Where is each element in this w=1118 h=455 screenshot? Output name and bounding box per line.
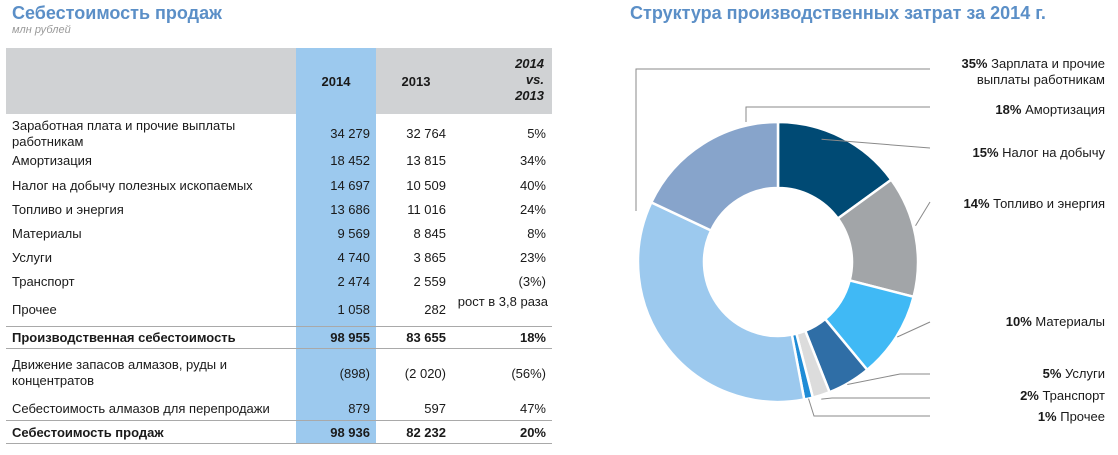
row-value-2013: 10 509 [406, 178, 446, 193]
slice-percent: 18% [995, 102, 1025, 117]
header-change-line3: 2013 [515, 88, 544, 103]
slice-label-7: 2% Транспорт [1020, 388, 1105, 403]
row-change: 20% [519, 425, 546, 440]
row-label: Движение запасов алмазов, руды и концент… [12, 357, 228, 388]
row-value-2014: 1 058 [337, 302, 370, 317]
row-value-2013: 11 016 [407, 202, 446, 217]
row-change: 34% [519, 153, 546, 168]
row-label: Производственная себестоимость [12, 330, 236, 345]
slice-label-8: 1% Прочее [1038, 409, 1105, 424]
row-value-2014: 98 955 [330, 330, 370, 345]
table-header-background [6, 48, 552, 114]
row-separator [6, 326, 552, 327]
header-change: 2014 vs. 2013 [456, 56, 544, 104]
slice-label-2: 18% Амортизация [995, 102, 1105, 117]
row-value-2014: (898) [339, 366, 370, 381]
row-value-2014: 13 686 [330, 202, 370, 217]
donut-chart: 35% Зарплата и прочие выплаты работникам 1… [635, 56, 1106, 424]
row-value-2014: 2 474 [337, 274, 370, 289]
row-label: Топливо и энергия [12, 202, 124, 217]
row-value-2014: 879 [348, 401, 370, 416]
row-value-2013: 83 655 [406, 330, 446, 345]
row-change: 24% [519, 202, 546, 217]
row-value-2014: 9 569 [337, 226, 370, 241]
header-2014: 2014 [321, 74, 351, 89]
row-value-2013: 282 [424, 302, 446, 317]
table-unit: млн рублей [12, 24, 71, 36]
slice-percent: 15% [973, 145, 1003, 160]
leader-line-4 [915, 201, 931, 227]
leader-line-3 [821, 138, 931, 149]
leader-line-2 [745, 106, 930, 122]
slice-label-6: 5% Услуги [1043, 366, 1105, 381]
slice-label-4: 14% Топливо и энергия [964, 196, 1105, 211]
row-separator [6, 420, 552, 421]
row-label: Прочее [12, 302, 57, 317]
slice-label-1: 35% Зарплата и прочие выплаты работникам [961, 56, 1105, 87]
cost-of-sales-table: 2014 2013 2014 vs. 2013 Заработная плата… [6, 48, 552, 444]
row-change: 47% [519, 401, 546, 416]
row-change: 40% [519, 178, 546, 193]
row-label: Услуги [12, 250, 52, 265]
slice-percent: 5% [1043, 366, 1065, 381]
leader-line-7 [821, 397, 930, 400]
row-separator [6, 348, 552, 349]
slice-percent: 2% [1020, 388, 1042, 403]
row-value-2013: 3 865 [413, 250, 446, 265]
row-label: Материалы [12, 226, 82, 241]
column-2014-highlight [296, 48, 376, 444]
row-change: (3%) [518, 274, 546, 289]
row-value-2013: 597 [424, 401, 446, 416]
row-value-2014: 18 452 [330, 153, 370, 168]
table-title: Себестоимость продаж [12, 3, 222, 23]
slice-percent: 35% [961, 56, 991, 71]
leader-line-1 [635, 68, 930, 211]
row-value-2013: (2 020) [404, 366, 446, 381]
row-label: Заработная плата и прочие выплаты работн… [12, 118, 236, 149]
leader-line-6 [847, 373, 930, 385]
row-value-2014: 98 936 [330, 425, 370, 440]
row-change: 18% [519, 330, 546, 345]
row-value-2014: 14 697 [330, 178, 370, 193]
row-value-2014: 34 279 [330, 126, 370, 141]
row-value-2014: 4 740 [337, 250, 370, 265]
row-change: 23% [519, 250, 546, 265]
row-change: рост в 3,8 раза [457, 294, 548, 309]
row-label: Себестоимость продаж [12, 425, 164, 440]
header-change-line1: 2014 [515, 56, 544, 71]
row-label: Амортизация [12, 153, 92, 168]
slice-percent: 10% [1006, 314, 1036, 329]
row-change: (56%) [511, 366, 546, 381]
slice-percent: 14% [964, 196, 994, 211]
donut-slice-2 [649, 120, 780, 233]
chart-title: Структура производственных затрат за 201… [630, 3, 1046, 23]
header-change-line2: vs. [525, 72, 544, 87]
header-2013: 2013 [401, 74, 431, 89]
row-separator [6, 443, 552, 444]
slice-label-3: 15% Налог на добычу [973, 145, 1106, 160]
row-change: 5% [527, 126, 546, 141]
row-value-2013: 8 845 [413, 226, 446, 241]
leader-line-8 [808, 398, 930, 417]
row-value-2013: 32 764 [406, 126, 446, 141]
slice-label-5: 10% Материалы [1006, 314, 1105, 329]
row-label: Транспорт [12, 274, 75, 289]
row-value-2013: 13 815 [406, 153, 446, 168]
row-value-2013: 82 232 [406, 425, 446, 440]
row-label: Налог на добычу полезных ископаемых [12, 178, 253, 193]
row-value-2013: 2 559 [413, 274, 446, 289]
donut-slice-1 [636, 200, 806, 404]
slice-percent: 1% [1038, 409, 1060, 424]
leader-line-5 [896, 321, 931, 338]
row-label: Себестоимость алмазов для перепродажи [12, 401, 270, 416]
row-change: 8% [527, 226, 546, 241]
